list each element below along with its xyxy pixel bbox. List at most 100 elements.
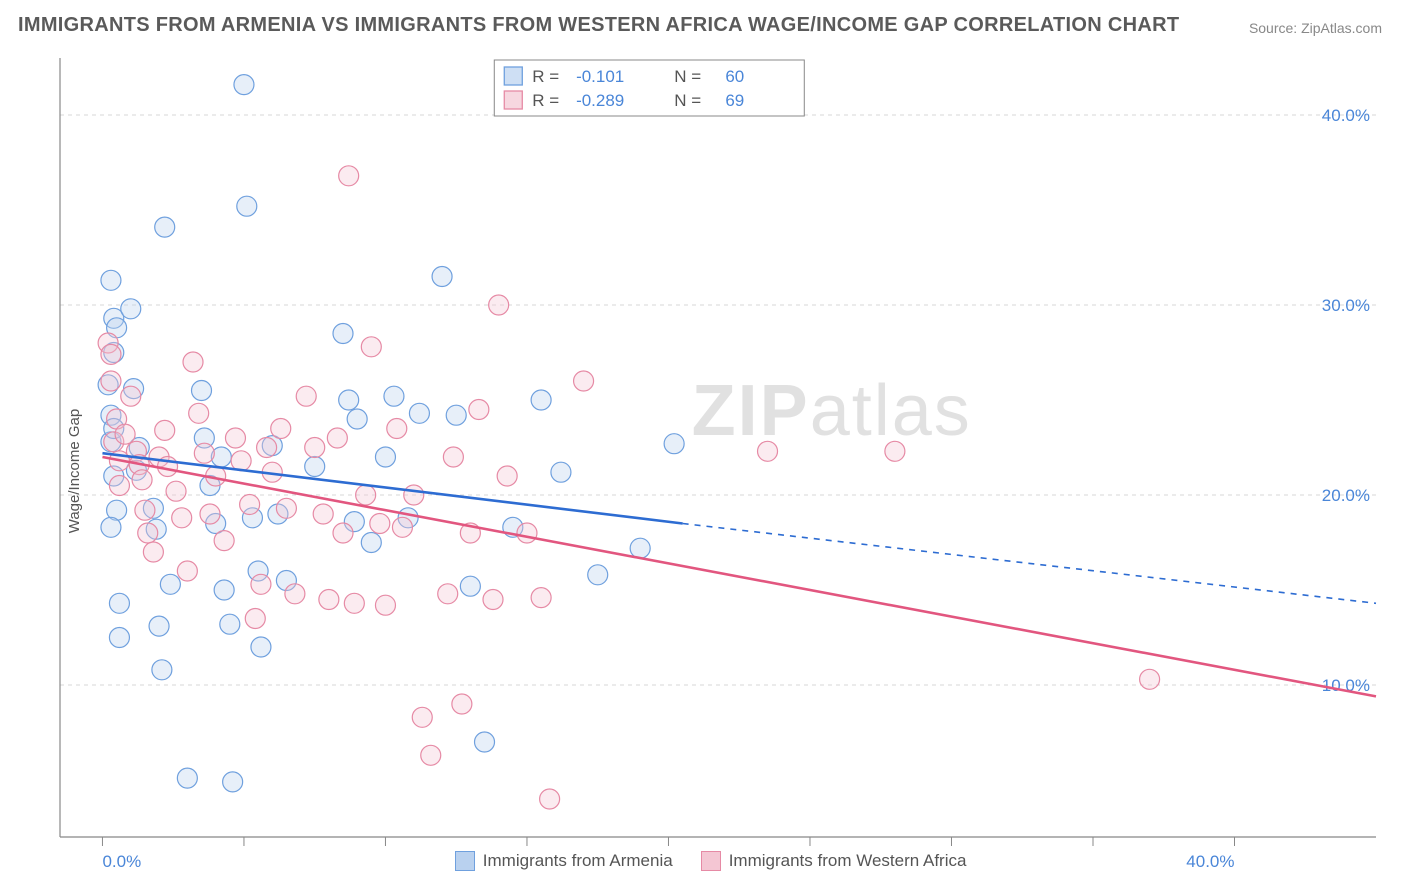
data-point-armenia xyxy=(333,324,353,344)
data-point-wafrica xyxy=(251,574,271,594)
data-point-wafrica xyxy=(214,531,234,551)
data-point-armenia xyxy=(664,434,684,454)
data-point-wafrica xyxy=(540,789,560,809)
data-point-wafrica xyxy=(135,500,155,520)
data-point-armenia xyxy=(152,660,172,680)
data-point-wafrica xyxy=(155,420,175,440)
data-point-wafrica xyxy=(166,481,186,501)
data-point-wafrica xyxy=(375,595,395,615)
data-point-armenia xyxy=(432,267,452,287)
y-tick-label: 10.0% xyxy=(1322,676,1370,695)
data-point-wafrica xyxy=(194,443,214,463)
data-point-armenia xyxy=(347,409,367,429)
data-point-wafrica xyxy=(143,542,163,562)
data-point-wafrica xyxy=(115,424,135,444)
data-point-wafrica xyxy=(172,508,192,528)
data-point-wafrica xyxy=(758,441,778,461)
data-point-armenia xyxy=(177,768,197,788)
data-point-armenia xyxy=(237,196,257,216)
chart-container: Wage/Income Gap 10.0%20.0%30.0%40.0%0.0%… xyxy=(0,50,1406,892)
data-point-armenia xyxy=(109,593,129,613)
data-point-wafrica xyxy=(101,344,121,364)
data-point-wafrica xyxy=(200,504,220,524)
corr-text-armenia: -0.101 xyxy=(576,67,624,86)
data-point-wafrica xyxy=(138,523,158,543)
data-point-armenia xyxy=(475,732,495,752)
y-tick-label: 40.0% xyxy=(1322,106,1370,125)
data-point-armenia xyxy=(234,75,254,95)
data-point-armenia xyxy=(361,533,381,553)
legend-item: Immigrants from Armenia xyxy=(455,851,673,871)
data-point-wafrica xyxy=(333,523,353,543)
corr-swatch-armenia xyxy=(504,67,522,85)
data-point-wafrica xyxy=(339,166,359,186)
data-point-wafrica xyxy=(469,400,489,420)
scatter-chart: 10.0%20.0%30.0%40.0%0.0%40.0%R =-0.101N … xyxy=(0,50,1406,892)
data-point-wafrica xyxy=(574,371,594,391)
data-point-armenia xyxy=(375,447,395,467)
data-point-armenia xyxy=(220,614,240,634)
data-point-armenia xyxy=(160,574,180,594)
data-point-wafrica xyxy=(412,707,432,727)
data-point-wafrica xyxy=(177,561,197,581)
data-point-wafrica xyxy=(240,495,260,515)
corr-text-wafrica: R = xyxy=(532,91,559,110)
data-point-armenia xyxy=(214,580,234,600)
legend-label: Immigrants from Armenia xyxy=(483,851,673,871)
corr-text-wafrica: 69 xyxy=(725,91,744,110)
data-point-wafrica xyxy=(327,428,347,448)
data-point-armenia xyxy=(339,390,359,410)
data-point-wafrica xyxy=(313,504,333,524)
data-point-armenia xyxy=(149,616,169,636)
data-point-wafrica xyxy=(183,352,203,372)
data-point-armenia xyxy=(155,217,175,237)
data-point-armenia xyxy=(251,637,271,657)
data-point-wafrica xyxy=(387,419,407,439)
data-point-armenia xyxy=(446,405,466,425)
data-point-wafrica xyxy=(438,584,458,604)
data-point-armenia xyxy=(531,390,551,410)
corr-swatch-wafrica xyxy=(504,91,522,109)
data-point-armenia xyxy=(101,270,121,290)
y-tick-label: 30.0% xyxy=(1322,296,1370,315)
data-point-armenia xyxy=(121,299,141,319)
bottom-legend: Immigrants from ArmeniaImmigrants from W… xyxy=(455,851,967,871)
data-point-wafrica xyxy=(489,295,509,315)
data-point-wafrica xyxy=(1140,669,1160,689)
data-point-armenia xyxy=(101,517,121,537)
data-point-wafrica xyxy=(271,419,291,439)
corr-text-wafrica: -0.289 xyxy=(576,91,624,110)
corr-text-wafrica: N = xyxy=(674,91,701,110)
data-point-wafrica xyxy=(404,485,424,505)
data-point-wafrica xyxy=(319,590,339,610)
data-point-armenia xyxy=(192,381,212,401)
data-point-wafrica xyxy=(296,386,316,406)
data-point-wafrica xyxy=(392,517,412,537)
data-point-armenia xyxy=(551,462,571,482)
data-point-wafrica xyxy=(517,523,537,543)
corr-text-armenia: 60 xyxy=(725,67,744,86)
source-attribution: Source: ZipAtlas.com xyxy=(1249,20,1382,36)
data-point-wafrica xyxy=(443,447,463,467)
trend-line-dash-armenia xyxy=(683,524,1376,604)
data-point-wafrica xyxy=(497,466,517,486)
data-point-wafrica xyxy=(257,438,277,458)
y-tick-label: 20.0% xyxy=(1322,486,1370,505)
data-point-wafrica xyxy=(370,514,390,534)
corr-text-armenia: R = xyxy=(532,67,559,86)
corr-text-armenia: N = xyxy=(674,67,701,86)
data-point-wafrica xyxy=(285,584,305,604)
x-tick-label: 0.0% xyxy=(102,852,141,871)
data-point-armenia xyxy=(223,772,243,792)
data-point-armenia xyxy=(109,628,129,648)
data-point-wafrica xyxy=(361,337,381,357)
data-point-armenia xyxy=(305,457,325,477)
data-point-armenia xyxy=(384,386,404,406)
data-point-wafrica xyxy=(132,470,152,490)
data-point-armenia xyxy=(409,403,429,423)
data-point-wafrica xyxy=(483,590,503,610)
data-point-wafrica xyxy=(421,745,441,765)
data-point-wafrica xyxy=(189,403,209,423)
data-point-wafrica xyxy=(109,476,129,496)
data-point-wafrica xyxy=(305,438,325,458)
